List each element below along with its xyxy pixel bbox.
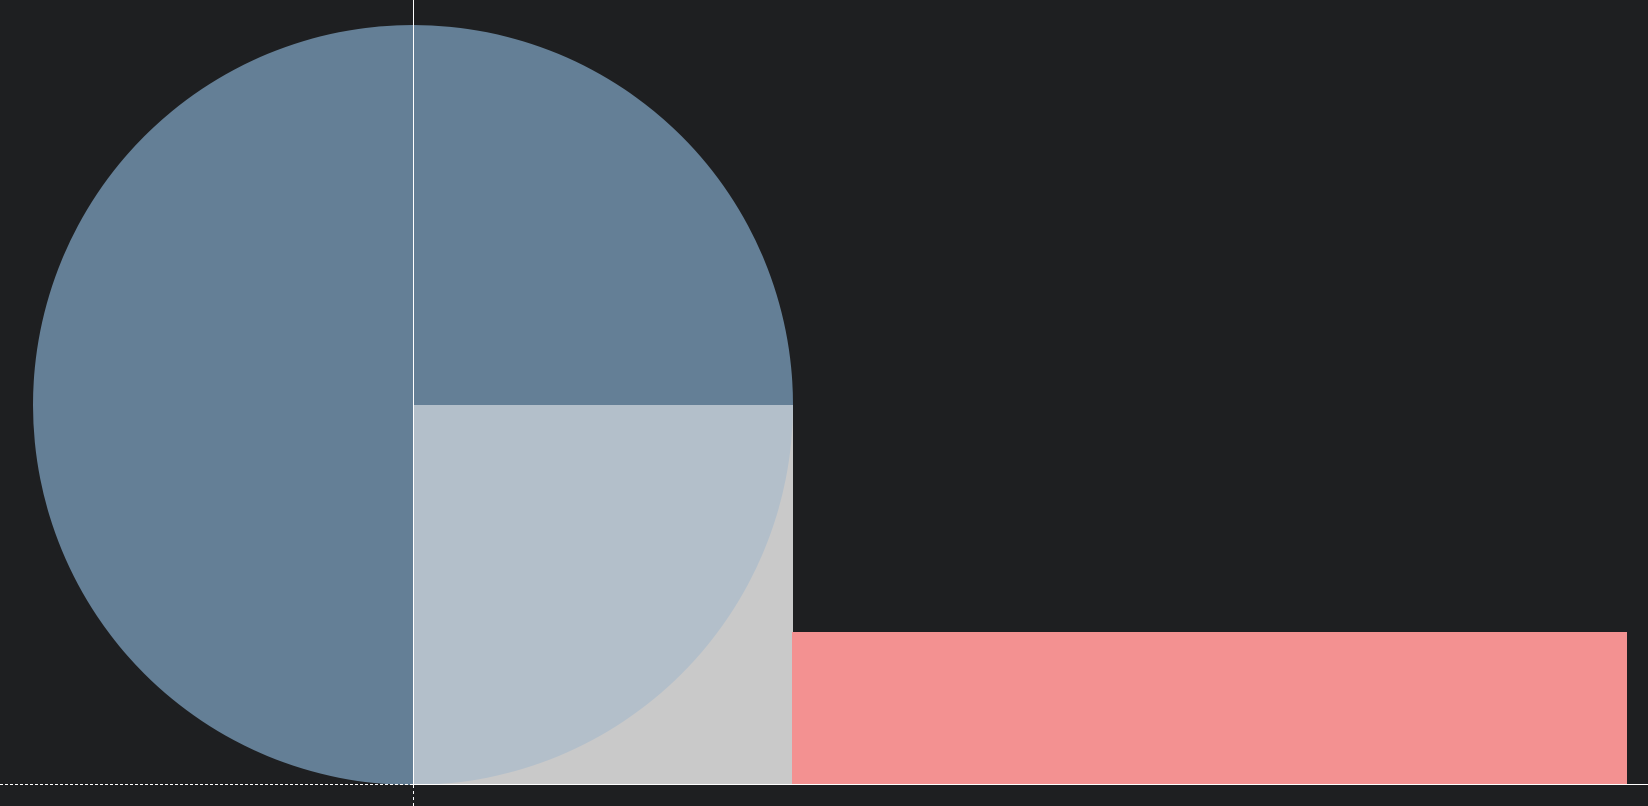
pink-rectangle [792, 632, 1627, 784]
circle-light-quadrant [413, 405, 793, 785]
